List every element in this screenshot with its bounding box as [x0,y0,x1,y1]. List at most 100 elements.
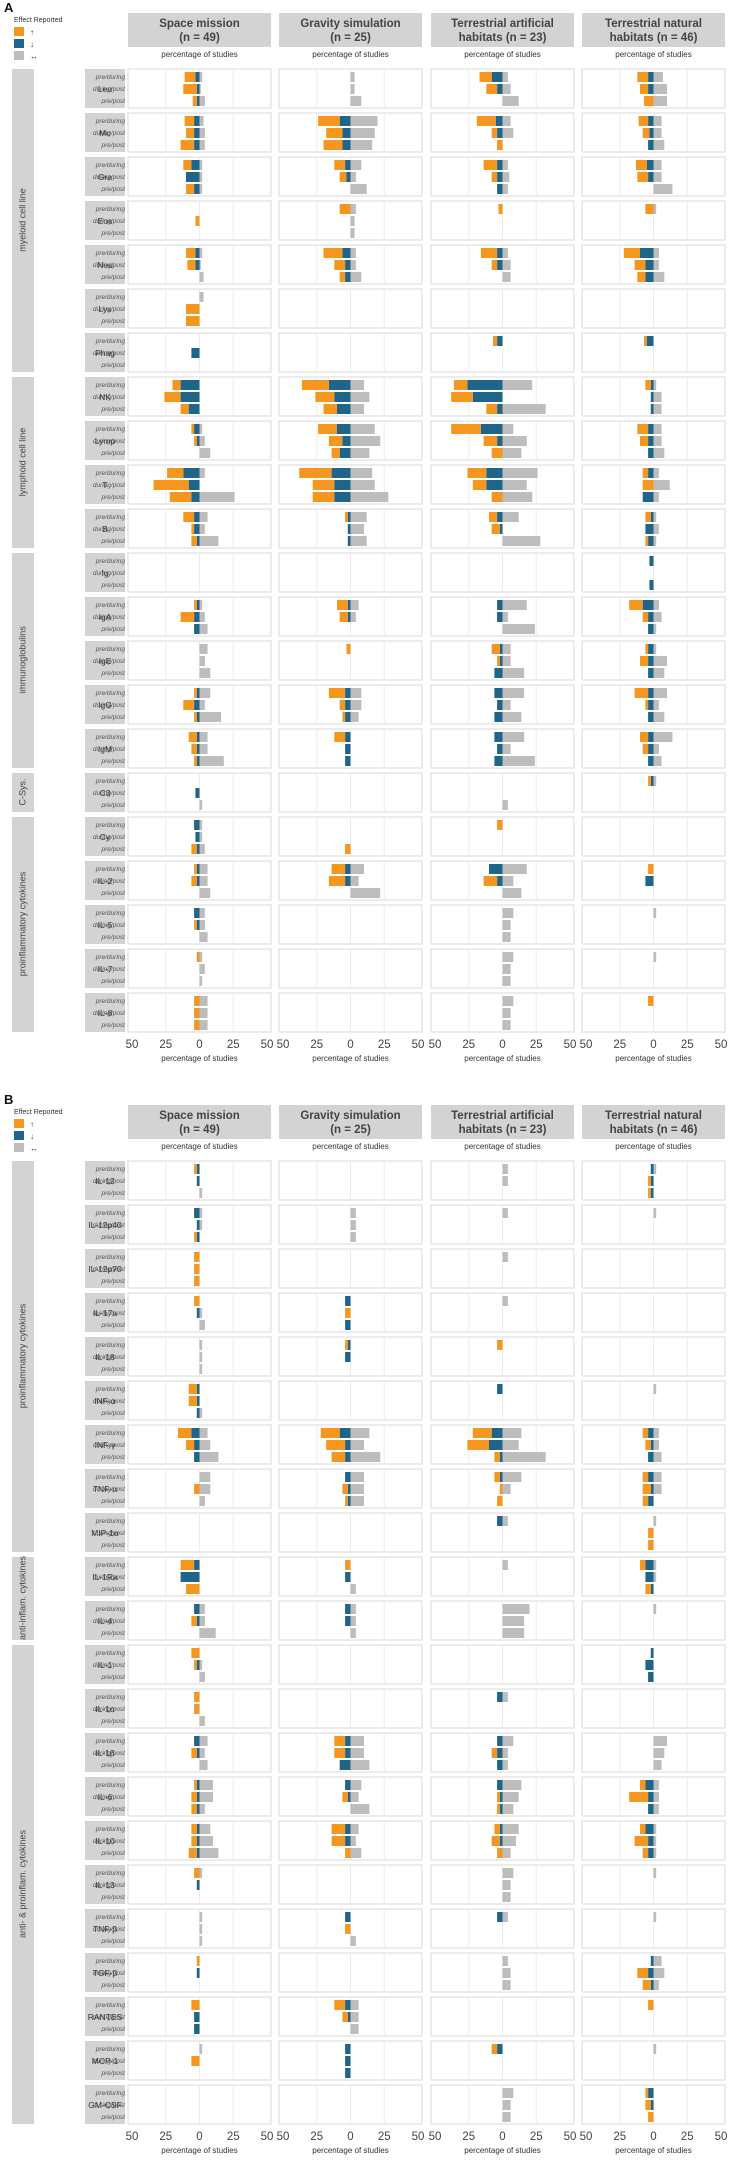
bar-down [497,1760,503,1770]
facet [581,376,726,417]
facet [430,948,575,989]
bar-down [345,712,351,722]
bar-up [334,1736,346,1746]
bar-up [648,996,654,1006]
bar-no-change [199,1912,203,1922]
bar-no-change [350,424,375,434]
bar-up [642,468,649,478]
legend-swatch [14,1143,24,1152]
row-label: IL-4 [98,1616,113,1626]
bar-up [645,1440,651,1450]
phase-label: pre/during [95,778,126,785]
bar-up [318,116,340,126]
facet [581,332,726,373]
facet [127,200,272,241]
facet [581,1996,726,2037]
phase-label: pre/post [101,230,127,237]
phase-label: pre/post [101,670,127,677]
bar-no-change [502,1892,511,1902]
facet [127,1952,272,1993]
facet [278,816,423,857]
bar-no-change [199,492,235,502]
facet [581,992,726,1033]
bar-up [642,612,649,622]
row-label-box [85,729,125,768]
phase-label: pre/during [95,1782,126,1789]
bar-down [494,712,503,722]
tick-label: 25 [530,1039,543,1051]
bar-no-change [199,876,208,886]
bar-no-change [199,1824,211,1834]
bar-down [194,624,200,634]
column-header-count: habitats (n = 46) [610,1124,698,1136]
bar-no-change [502,1848,511,1858]
bar-no-change [199,292,204,302]
legend-label: ↑ [30,28,34,37]
facet [581,728,726,769]
tick-label: 25 [159,2131,172,2143]
row-label: IgA [99,612,112,622]
facet [127,1644,272,1685]
bar-down [497,160,503,170]
facet [430,112,575,153]
bar-no-change [350,1452,381,1462]
column-header [279,1105,422,1139]
row-label: IL-10 [95,1836,115,1846]
bar-up [634,260,646,270]
phase-label: during/post [93,526,126,533]
bar-no-change [502,1560,508,1570]
bar-up [635,160,647,170]
row-igg: IgG pre/during during/post pre/post [85,684,726,725]
bar-no-change [199,800,203,810]
row-label-box [85,1821,125,1860]
column-header-title: Space mission [159,18,240,30]
bar-no-change [350,1496,364,1506]
bar-no-change [350,248,356,258]
phase-label: during/post [93,1574,126,1581]
bar-up [194,1264,200,1274]
facet [581,508,726,549]
bar-no-change [502,688,525,698]
bar-no-change [199,1408,203,1418]
facet [278,1732,423,1773]
bar-down [196,1408,200,1418]
bar-no-change [502,976,511,986]
bar-no-change [502,1868,514,1878]
phase-label: pre/post [101,538,127,545]
bar-up [637,272,646,282]
phase-label: pre/post [101,846,127,853]
bar-up [191,876,197,886]
facet [127,2040,272,2081]
bar-no-change [653,952,657,962]
phase-label: during/post [93,1618,126,1625]
bar-up [644,336,647,346]
bar-no-change [653,448,665,458]
legend: Effect Reported ↑ ↓ ↔ [14,1109,63,1153]
bar-up [331,448,340,458]
bar-no-change [653,1484,662,1494]
bar-up [334,732,346,742]
bar-no-change [653,1968,665,1978]
bar-no-change [199,1428,208,1438]
row-label-box [85,685,125,724]
bar-down [499,644,503,654]
phase-label: pre/during [95,1166,126,1173]
bar-no-change [199,1628,216,1638]
bar-no-change [502,920,511,930]
facet [127,244,272,285]
facet [581,860,726,901]
bar-no-change [502,84,511,94]
facet [581,640,726,681]
bar-down [345,1748,351,1758]
facet [430,552,575,593]
bar-down [648,448,654,458]
bar-down [648,1792,654,1802]
phase-label: pre/during [95,646,126,653]
bar-down [191,492,200,502]
bar-down [650,2100,654,2110]
bar-down [345,1616,351,1626]
facet [278,420,423,461]
axis-title-bottom: percentage of studies [161,2146,238,2155]
bar-up [191,1616,197,1626]
